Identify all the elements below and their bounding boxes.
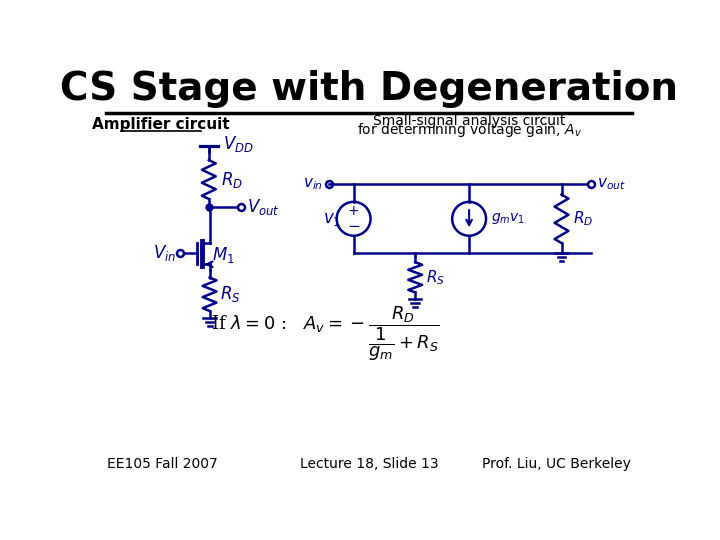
Text: $g_m v_1$: $g_m v_1$ [490, 211, 525, 226]
Text: $v_{out}$: $v_{out}$ [597, 176, 626, 192]
Text: $R_S$: $R_S$ [220, 284, 241, 304]
Text: +: + [348, 204, 359, 218]
Text: Prof. Liu, UC Berkeley: Prof. Liu, UC Berkeley [482, 457, 631, 471]
Text: $V_{in}$: $V_{in}$ [153, 244, 176, 264]
Text: −: − [347, 219, 360, 234]
Text: Amplifier circuit: Amplifier circuit [92, 117, 230, 132]
Text: Small-signal analysis circuit: Small-signal analysis circuit [373, 114, 565, 128]
Text: If $\lambda = 0$ :   $A_v = -\dfrac{R_D}{\dfrac{1}{g_m} + R_S}$: If $\lambda = 0$ : $A_v = -\dfrac{R_D}{\… [211, 305, 440, 363]
Text: $R_D$: $R_D$ [221, 170, 243, 190]
Text: $R_D$: $R_D$ [573, 210, 593, 228]
Text: $M_1$: $M_1$ [212, 245, 235, 265]
Text: for determining voltage gain, $\mathit{A_v}$: for determining voltage gain, $\mathit{A… [356, 122, 582, 139]
Text: EE105 Fall 2007: EE105 Fall 2007 [107, 457, 218, 471]
Text: $V_{DD}$: $V_{DD}$ [222, 134, 253, 154]
Text: $v_{in}$: $v_{in}$ [303, 176, 323, 192]
Text: $V_{out}$: $V_{out}$ [246, 197, 279, 217]
Text: Lecture 18, Slide 13: Lecture 18, Slide 13 [300, 457, 438, 471]
Text: CS Stage with Degeneration: CS Stage with Degeneration [60, 70, 678, 109]
Text: $v_1$: $v_1$ [323, 210, 341, 228]
Text: $R_S$: $R_S$ [426, 268, 445, 287]
